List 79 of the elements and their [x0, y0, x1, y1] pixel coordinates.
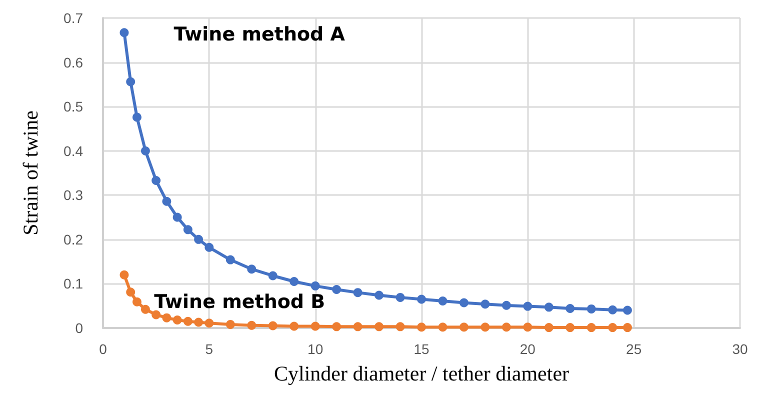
point — [183, 316, 192, 326]
point — [353, 322, 362, 332]
point — [586, 323, 596, 332]
point — [120, 270, 129, 280]
x-tick-label: 10 — [308, 341, 324, 357]
point — [332, 322, 342, 332]
point — [438, 296, 448, 306]
point — [310, 322, 320, 331]
point — [152, 310, 161, 320]
series-label: Twine method B — [154, 291, 326, 314]
point — [396, 292, 405, 302]
point — [438, 322, 448, 332]
point — [480, 300, 490, 309]
point — [204, 242, 214, 252]
point — [332, 284, 342, 294]
point — [172, 212, 182, 222]
point — [290, 277, 299, 286]
point — [566, 304, 575, 314]
point — [290, 322, 299, 331]
point — [310, 281, 320, 290]
point — [459, 298, 468, 308]
point — [622, 323, 632, 332]
x-tick-label: 5 — [205, 341, 214, 357]
y-tick-label: 0.3 — [64, 187, 84, 204]
point — [268, 271, 278, 280]
point — [374, 290, 384, 300]
x-tick-label: 25 — [626, 341, 642, 357]
x-tick-label: 20 — [520, 341, 536, 357]
point — [523, 302, 532, 311]
point — [247, 320, 256, 330]
point — [566, 323, 575, 332]
point — [162, 196, 172, 206]
point — [608, 323, 618, 332]
point — [162, 313, 172, 322]
point — [480, 322, 490, 332]
point — [132, 112, 142, 122]
x-tick-label: 15 — [414, 341, 430, 357]
point — [183, 225, 192, 234]
point — [226, 255, 235, 264]
y-tick-label: 0.6 — [64, 54, 84, 70]
point — [194, 234, 204, 244]
point — [140, 146, 150, 156]
y-tick-label: 0 — [75, 320, 84, 336]
text: Twine method A — [174, 24, 346, 46]
point — [226, 320, 235, 329]
point — [120, 28, 129, 38]
point — [544, 323, 554, 332]
x-tick-label: 30 — [732, 341, 748, 357]
point — [608, 305, 618, 314]
point — [502, 300, 511, 310]
point — [194, 318, 204, 327]
point — [459, 322, 468, 332]
point — [126, 77, 136, 86]
y-tick-label: 0.4 — [64, 142, 84, 159]
point — [374, 322, 384, 332]
point — [204, 318, 214, 328]
x-axis-title: Cylinder diameter / tether diameter — [274, 362, 570, 386]
point — [417, 294, 426, 304]
point — [247, 264, 256, 274]
point — [132, 297, 142, 306]
point — [417, 322, 426, 332]
point — [544, 302, 554, 312]
x-tick-label: 0 — [99, 341, 108, 357]
point — [622, 306, 632, 315]
point — [523, 322, 532, 332]
point — [140, 304, 150, 314]
point — [172, 316, 182, 325]
point — [268, 321, 278, 330]
y-tick-label: 0.5 — [64, 98, 84, 115]
y-axis-title: Strain of twine — [18, 110, 42, 236]
point — [152, 176, 161, 186]
point — [586, 304, 596, 314]
point — [396, 322, 405, 332]
y-tick-label: 0.1 — [64, 276, 84, 292]
point — [126, 288, 136, 297]
y-tick-label: 0.2 — [64, 231, 84, 248]
y-tick-label: 0.7 — [64, 10, 84, 26]
point — [353, 288, 362, 298]
point — [502, 322, 511, 332]
